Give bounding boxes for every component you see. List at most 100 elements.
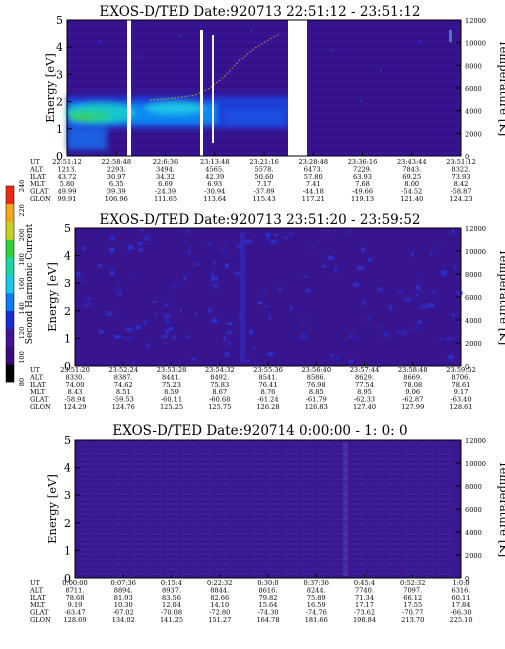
colorbar-segment <box>6 328 14 347</box>
speckle <box>212 283 219 289</box>
panel-3-table-cell: 17.17 <box>355 601 374 609</box>
panel-1-table-cell: 6.69 <box>158 180 173 188</box>
speckle <box>321 265 326 268</box>
speckle <box>453 264 457 270</box>
speckle <box>114 334 121 339</box>
panel-1-row-label: GLON <box>30 195 51 203</box>
speckle <box>168 327 174 331</box>
speckle <box>81 246 86 251</box>
panel-3-table-cell: 83.56 <box>162 594 181 602</box>
speckle <box>240 232 245 362</box>
panel-3-table-cell: 82.66 <box>210 594 229 602</box>
panel-3-table-cell: 79.82 <box>259 594 278 602</box>
panel-1-table-cell: 50.60 <box>255 173 274 181</box>
speckle <box>439 338 444 341</box>
speckle <box>109 248 114 254</box>
speckle <box>131 361 135 366</box>
panel-1-table-cell: 106.96 <box>105 195 128 203</box>
speckle <box>238 313 242 317</box>
panel-3-table-cell: 8711. <box>66 586 85 594</box>
panel-1-table-cell: 39.39 <box>107 188 126 196</box>
panel-2-table-cell: 125.75 <box>208 403 231 411</box>
speckle <box>124 336 131 340</box>
panel-2-table-cell: 74.62 <box>114 381 133 389</box>
speckle <box>221 249 226 252</box>
speckle <box>411 251 414 257</box>
panel-3-table-cell: 8937. <box>162 586 181 594</box>
panel-1-ytick-label: 1 <box>56 123 63 136</box>
speckle <box>117 294 122 297</box>
panel-3-table-cell: 181.66 <box>305 616 328 624</box>
speckle <box>172 283 177 287</box>
panel-2-table-cell: 74.00 <box>66 381 85 389</box>
speckle <box>419 306 422 309</box>
speckle <box>367 257 372 262</box>
panel-1-spectrogram <box>65 20 461 156</box>
speckle <box>190 358 196 361</box>
panel-2-table-cell: 75.83 <box>210 381 229 389</box>
speckle <box>456 291 463 295</box>
panel-2-table-cell: 8492. <box>210 373 229 381</box>
panel-1-table-cell: 23:36:16 <box>348 158 378 166</box>
speckle <box>185 335 191 338</box>
speckle <box>456 318 460 323</box>
speckle <box>138 241 143 245</box>
speckle <box>265 232 271 238</box>
panel-1-table-cell: 7.68 <box>355 180 370 188</box>
panel-1-table-cell: 22:6:36 <box>153 158 178 166</box>
panel-2-table-cell: -61.24 <box>257 396 278 404</box>
panel-1-table-cell: 2293. <box>107 165 126 173</box>
panel-3-table-cell: -72.80 <box>209 609 230 617</box>
panel-3-table-cell: 225.10 <box>449 616 472 624</box>
panel-3-table-cell: 75.89 <box>307 594 326 602</box>
speckle <box>361 246 365 252</box>
speckle <box>383 332 390 337</box>
colorbar-tick-label: 140 <box>18 302 26 315</box>
speckle <box>154 313 157 317</box>
panel-2-ytick-label: 3 <box>64 277 71 290</box>
panel-1-row-label: ALT <box>29 165 44 173</box>
speckle <box>252 346 256 351</box>
panel-3-y2tick-label: 8000 <box>465 483 482 491</box>
panel-3-ytick-label: 5 <box>64 434 71 447</box>
speckle <box>299 333 307 339</box>
panel-2-row-label: ALT <box>29 373 44 381</box>
panel-1-gap-2 <box>200 30 203 156</box>
speckle <box>162 335 168 338</box>
speckle <box>267 352 273 356</box>
speckle <box>361 300 367 305</box>
speckle <box>442 273 447 277</box>
panel-1-table-cell: -44.18 <box>303 188 324 196</box>
speckle <box>333 267 337 273</box>
panel-2-table-cell: 8706. <box>452 373 471 381</box>
colorbar-label: Second Harmonic Current <box>25 223 35 344</box>
panel-1-table-cell: 23:43:44 <box>397 158 427 166</box>
speckle <box>194 262 200 266</box>
panel-2-table-cell: 124.29 <box>63 403 86 411</box>
panel-1-table-cell: 99.91 <box>58 195 77 203</box>
panel-3-table-cell: 71.34 <box>355 594 374 602</box>
panel-3-y2label: Temperature [K] <box>497 461 505 558</box>
panel-1-row-label: GLAT <box>30 188 49 196</box>
panel-3-y2tick-label: 2000 <box>465 552 482 560</box>
colorbar-tick-label: 220 <box>18 204 26 217</box>
panel-3-table-cell: 16.59 <box>307 601 326 609</box>
panel-3-table-cell: 1:0:0 <box>452 579 469 587</box>
speckle <box>194 312 198 317</box>
speckle <box>212 318 218 323</box>
panel-1-row-label: ILAT <box>30 173 46 181</box>
speckle <box>348 333 354 339</box>
colorbar-segment <box>6 203 14 222</box>
panel-3-row-label: ALT <box>29 586 44 594</box>
panel-1-table-cell: 6.93 <box>207 180 222 188</box>
panel-1-table-cell: 69.25 <box>402 173 421 181</box>
panel-1: EXOS-D/TED Date:920713 22:51:12 - 23:51:… <box>29 4 505 203</box>
speckle <box>446 337 454 341</box>
panel-3-table-cell: 213.70 <box>401 616 424 624</box>
panel-2-table-cell: 8629. <box>355 373 374 381</box>
speckle <box>226 331 233 335</box>
speckle <box>234 271 241 275</box>
panel-3-ytick-label: 1 <box>64 544 71 557</box>
speckle <box>327 230 330 233</box>
